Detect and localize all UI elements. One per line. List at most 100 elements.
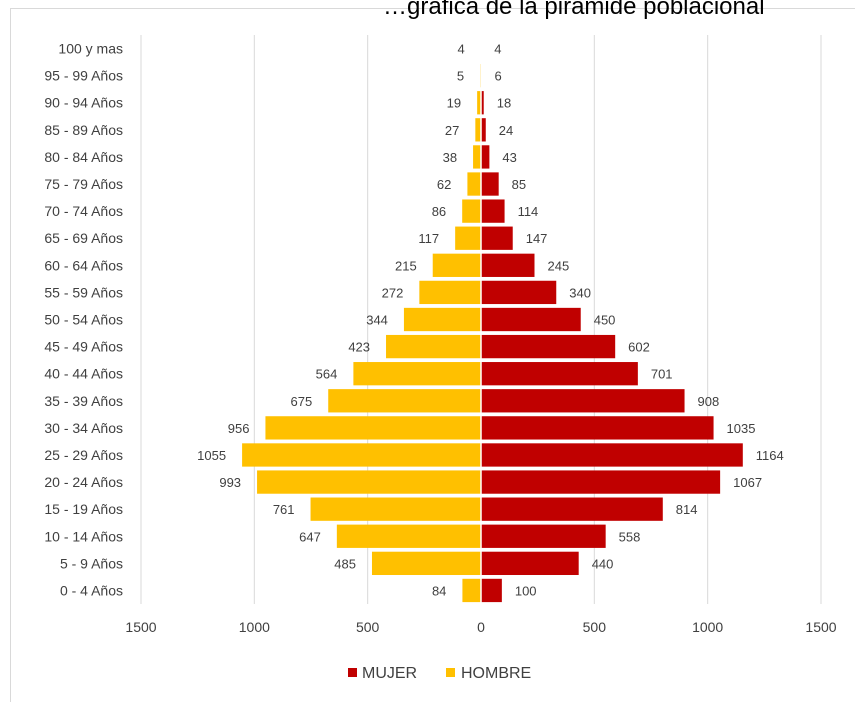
data-label-hombre: 27 — [445, 123, 459, 138]
data-label-hombre: 84 — [432, 583, 446, 598]
category-label: 95 - 99 Años — [44, 68, 123, 84]
data-label-hombre: 1055 — [197, 448, 226, 463]
data-label-hombre: 62 — [437, 177, 451, 192]
bar-mujer — [481, 443, 743, 467]
axis-layer: 1500 1000 500 0 500 1000 1500 0 - 4 Años 5 - 9 A… — [44, 41, 836, 635]
data-label-mujer: 340 — [569, 285, 591, 300]
data-label-hombre: 564 — [316, 367, 338, 382]
data-label-hombre: 344 — [366, 313, 388, 328]
bar-hombre — [257, 470, 481, 494]
bar-hombre — [310, 497, 481, 521]
category-label: 55 - 59 Años — [44, 284, 123, 300]
chart-frame: …gráfica de la pirámide poblacional — [10, 0, 855, 702]
category-label: 60 - 64 Años — [44, 257, 123, 273]
x-tick-label: 1500 — [805, 619, 836, 635]
bar-hombre — [328, 389, 481, 413]
data-label-hombre: 675 — [291, 394, 313, 409]
bar-hombre — [419, 280, 481, 305]
category-label: 15 - 19 Años — [44, 501, 123, 517]
bar-hombre — [336, 524, 481, 548]
data-label-hombre: 761 — [273, 502, 295, 517]
bar-hombre — [475, 118, 481, 142]
data-label-hombre: 86 — [432, 204, 446, 219]
data-label-hombre: 5 — [457, 69, 464, 84]
data-label-mujer: 24 — [499, 123, 513, 138]
data-label-hombre: 4 — [458, 42, 465, 57]
data-label-hombre: 423 — [348, 340, 370, 355]
bar-hombre — [473, 145, 481, 169]
x-tick-label: 1000 — [692, 619, 723, 635]
bar-hombre — [477, 91, 481, 115]
data-label-hombre: 993 — [219, 475, 241, 490]
bar-mujer — [481, 253, 535, 277]
category-label: 85 - 89 Años — [44, 122, 123, 138]
bar-mujer — [481, 551, 579, 576]
data-label-mujer: 558 — [619, 529, 641, 544]
category-label: 40 - 44 Años — [44, 366, 123, 382]
category-label: 75 - 79 Años — [44, 176, 123, 192]
category-label: 0 - 4 Años — [60, 582, 123, 598]
data-label-mujer: 440 — [592, 556, 614, 571]
category-label: 35 - 39 Años — [44, 393, 123, 409]
category-label: 50 - 54 Años — [44, 312, 123, 328]
data-label-hombre: 38 — [443, 150, 457, 165]
bar-hombre — [386, 334, 481, 359]
bar-hombre — [467, 172, 481, 196]
x-tick-label: 500 — [583, 619, 607, 635]
bar-hombre — [455, 226, 481, 250]
bar-mujer — [481, 334, 616, 359]
legend-swatch-mujer — [348, 668, 357, 677]
data-label-hombre: 956 — [228, 421, 250, 436]
bar-mujer — [481, 91, 484, 115]
data-label-mujer: 100 — [515, 583, 537, 598]
data-label-mujer: 4 — [494, 42, 501, 57]
bar-mujer — [481, 389, 685, 413]
data-label-hombre: 485 — [334, 556, 356, 571]
category-label: 65 - 69 Años — [44, 230, 123, 246]
bar-hombre — [403, 307, 481, 332]
category-label: 20 - 24 Años — [44, 474, 123, 490]
data-label-mujer: 18 — [497, 96, 511, 111]
legend-label-mujer: MUJER — [362, 665, 417, 682]
data-label-mujer: 908 — [698, 394, 720, 409]
bar-hombre — [432, 253, 481, 277]
bar-hombre — [242, 443, 481, 467]
data-label-mujer: 602 — [628, 340, 650, 355]
bar-hombre — [265, 416, 481, 440]
data-label-mujer: 814 — [676, 502, 698, 517]
data-label-mujer: 1164 — [756, 448, 784, 463]
category-label: 5 - 9 Años — [60, 555, 123, 571]
bar-mujer — [481, 307, 581, 332]
bar-mujer — [481, 416, 714, 440]
bar-hombre — [353, 362, 481, 386]
data-label-hombre: 19 — [447, 96, 461, 111]
category-label: 90 - 94 Años — [44, 95, 123, 111]
data-label-hombre: 272 — [382, 285, 404, 300]
category-label: 45 - 49 Años — [44, 339, 123, 355]
category-label: 70 - 74 Años — [44, 203, 123, 219]
category-label: 100 y mas — [58, 41, 123, 57]
category-label: 30 - 34 Años — [44, 420, 123, 436]
bar-mujer — [481, 172, 499, 196]
data-label-mujer: 245 — [547, 258, 569, 273]
legend-label-hombre: HOMBRE — [461, 665, 531, 682]
category-label: 80 - 84 Años — [44, 149, 123, 165]
data-label-mujer: 6 — [494, 69, 501, 84]
data-label-mujer: 114 — [518, 204, 539, 219]
bar-mujer — [481, 470, 721, 494]
bar-mujer — [481, 362, 638, 386]
bar-mujer — [481, 199, 505, 223]
data-label-hombre: 647 — [299, 529, 321, 544]
bar-mujer — [481, 145, 490, 169]
bar-hombre — [462, 199, 481, 223]
legend-swatch-hombre — [446, 668, 455, 677]
legend: MUJER HOMBRE — [348, 665, 531, 682]
data-label-hombre: 117 — [418, 231, 439, 246]
x-tick-label: 0 — [477, 619, 485, 635]
bar-hombre — [371, 551, 481, 576]
data-label-mujer: 701 — [651, 367, 673, 382]
data-label-mujer: 147 — [526, 231, 548, 246]
bar-mujer — [481, 280, 557, 305]
